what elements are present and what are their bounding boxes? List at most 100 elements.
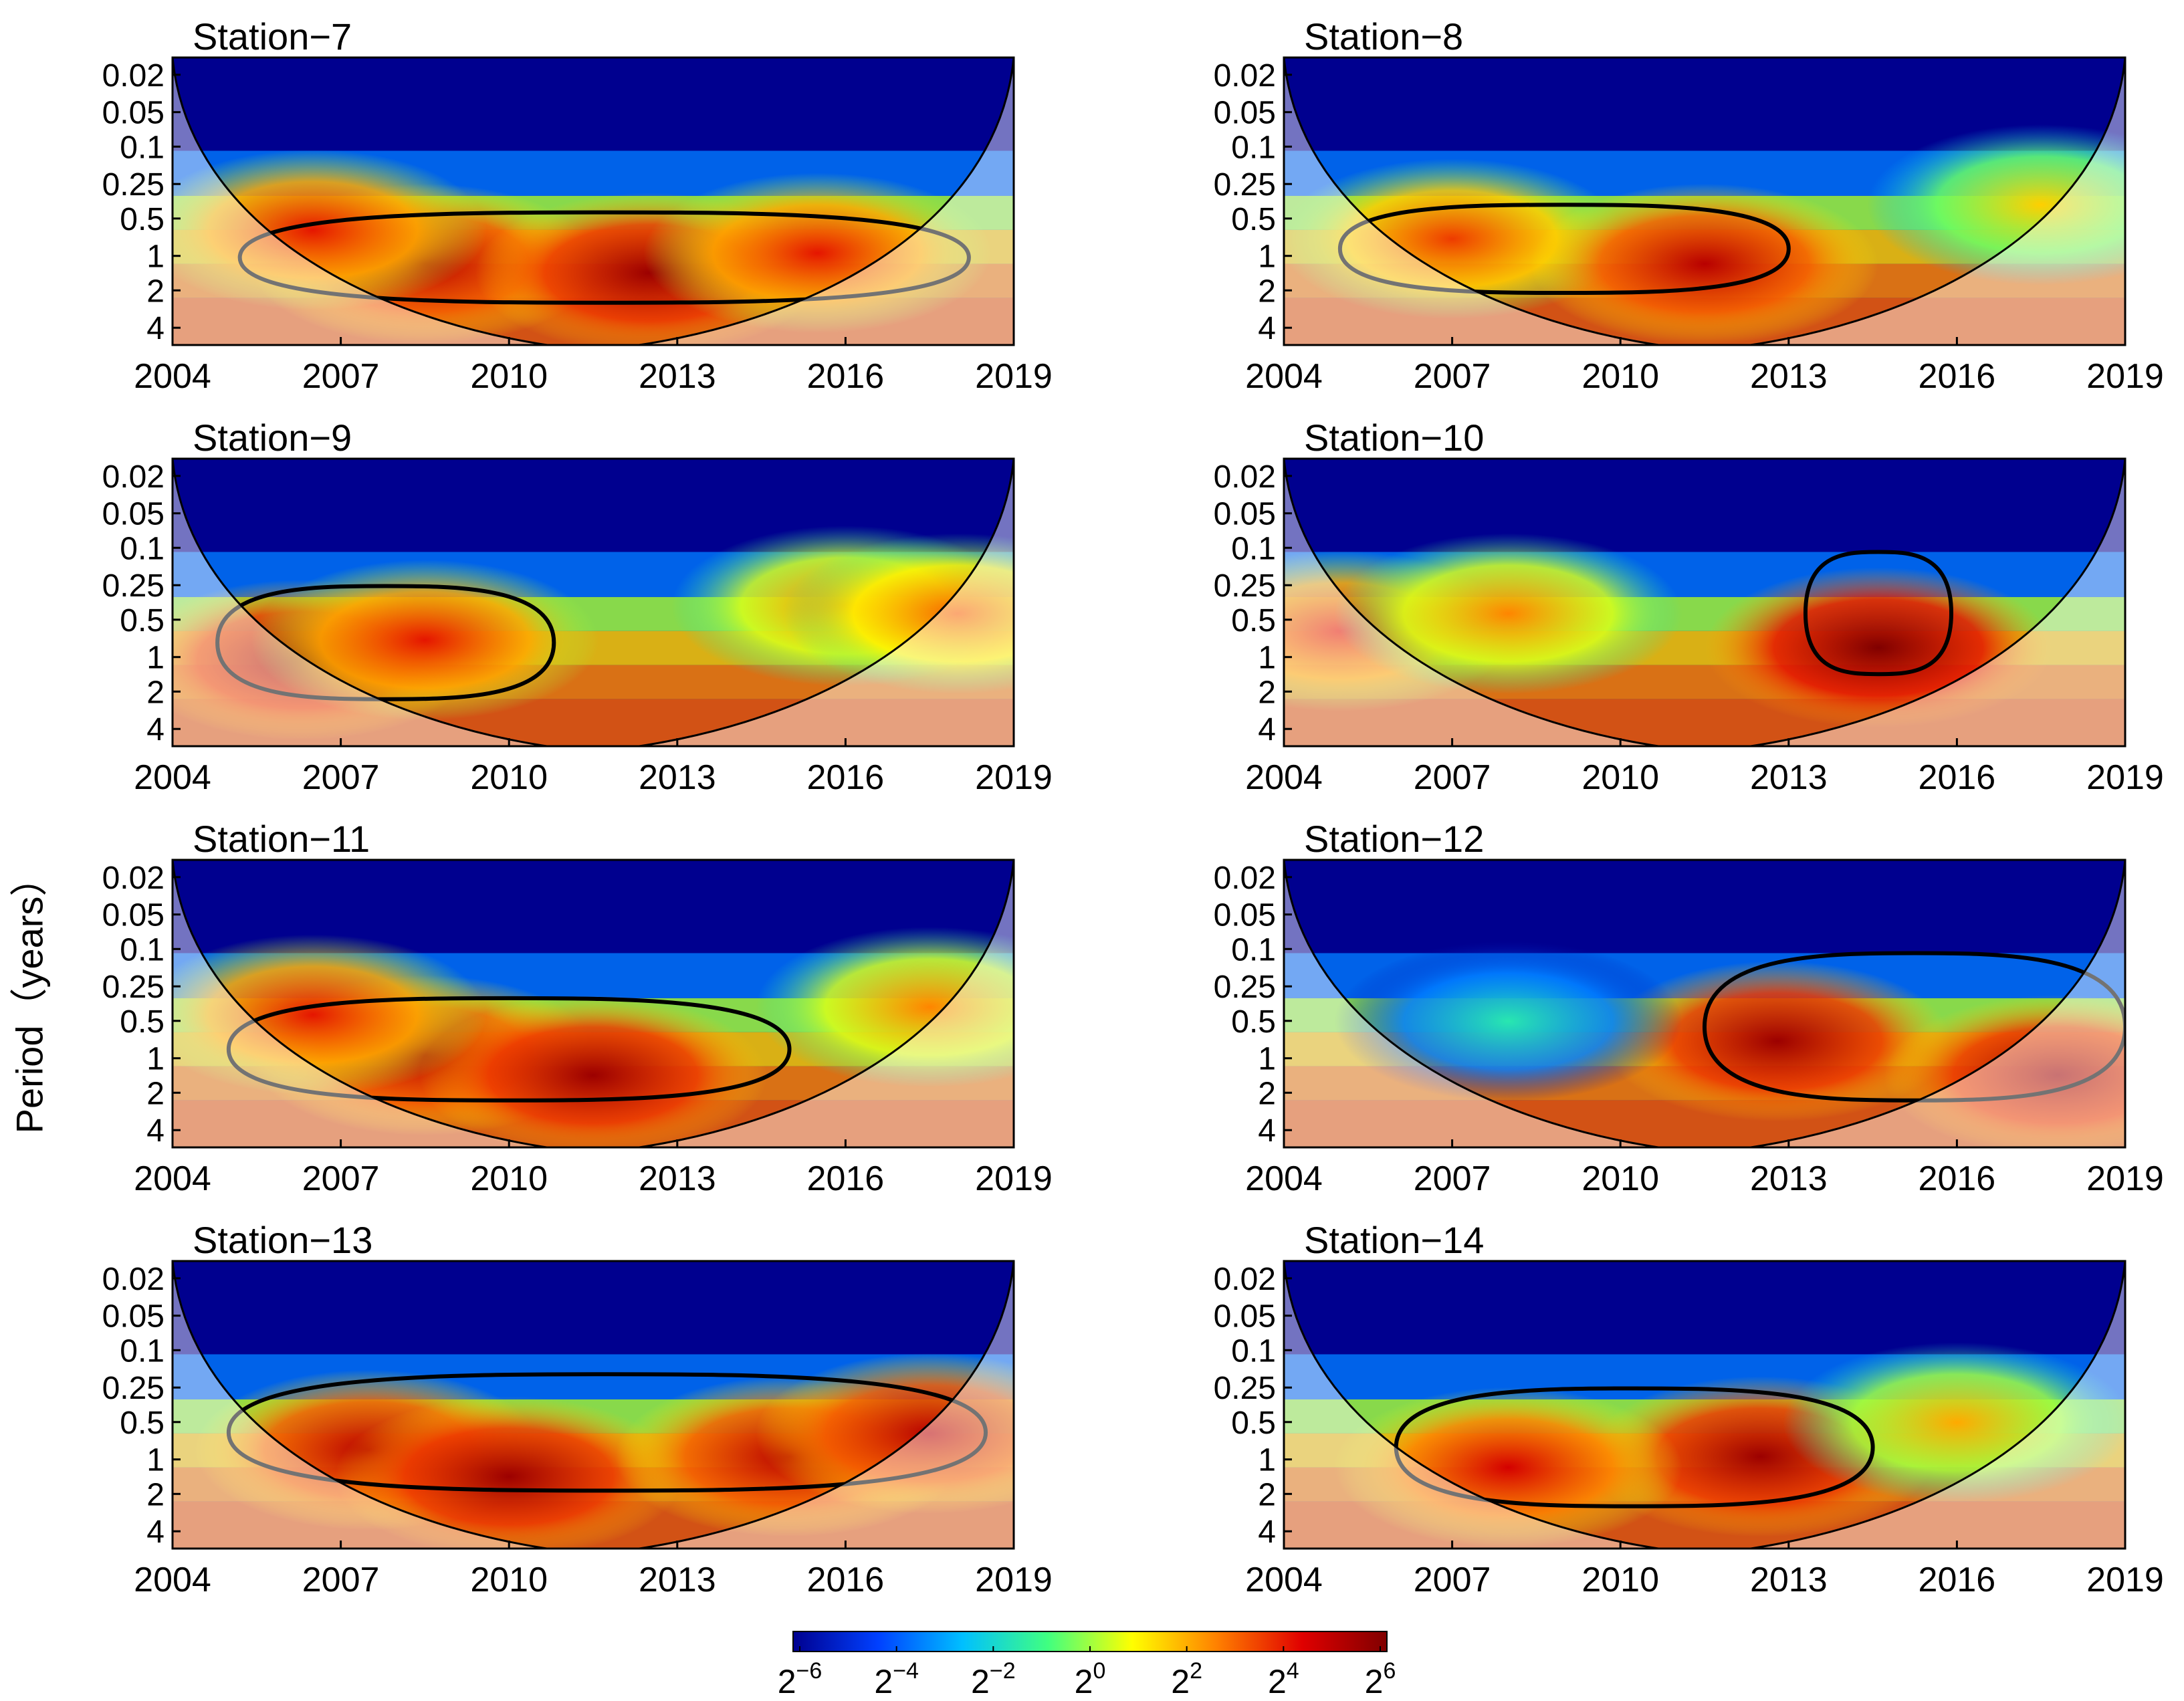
y-tick-label: 0.02 (1214, 58, 1276, 94)
power-blob (1334, 533, 1682, 694)
x-tick-label: 2019 (975, 1561, 1053, 1599)
y-tick-label: 0.5 (120, 1004, 165, 1040)
panel-title: Station−8 (1304, 15, 1463, 58)
x-tick-label: 2019 (2086, 357, 2164, 396)
power-blob (756, 927, 1014, 1088)
x-tick-label: 2007 (1414, 758, 1491, 797)
y-tick-label: 0.02 (1214, 1262, 1276, 1297)
power-blob (173, 934, 487, 1095)
panel-title: Station−13 (193, 1219, 372, 1261)
y-tick-label: 0.02 (102, 459, 165, 495)
x-tick-label: 2016 (1919, 357, 1996, 396)
cone-of-influence (173, 459, 1014, 746)
x-tick-label: 2016 (807, 357, 885, 396)
plot-frame (171, 1260, 1015, 1550)
x-tick-label: 2007 (1414, 357, 1491, 396)
y-tick-label: 1 (1258, 641, 1276, 676)
colorbar-tick-label: 24 (1268, 1658, 1299, 1700)
colorbar-tick-label: 2−4 (874, 1658, 919, 1700)
y-tick-label: 2 (1258, 675, 1276, 710)
y-tick-label: 2 (146, 1076, 165, 1111)
y-tick-label: 2 (1258, 1076, 1276, 1111)
panel-title: Station−11 (193, 818, 370, 860)
y-tick-label: 0.1 (1231, 130, 1276, 165)
cone-of-influence (173, 1261, 1014, 1549)
y-tick-label: 0.25 (1214, 1371, 1276, 1406)
x-tick-label: 2013 (639, 1561, 716, 1599)
x-tick-label: 2013 (639, 758, 716, 797)
x-tick-label: 2004 (134, 758, 211, 797)
y-tick-label: 0.02 (102, 1262, 165, 1297)
x-tick-label: 2007 (1414, 1561, 1491, 1599)
y-tick-label: 0.5 (1231, 1004, 1276, 1040)
y-axis-label: Period（years） (8, 859, 51, 1134)
y-tick-label: 0.1 (120, 932, 165, 968)
y-tick-label: 1 (146, 641, 165, 676)
cone-of-influence-shade (173, 58, 1014, 345)
y-tick-label: 0.5 (120, 202, 165, 237)
colorbar-tick-label: 22 (1171, 1658, 1202, 1700)
y-tick-label: 0.25 (102, 1371, 165, 1406)
x-tick-label: 2010 (470, 758, 548, 797)
x-tick-label: 2019 (975, 1159, 1053, 1198)
power-blob (756, 1353, 1014, 1514)
plot-frame (1283, 457, 2126, 748)
y-tick-label: 0.05 (102, 497, 165, 532)
x-tick-label: 2016 (807, 1159, 885, 1198)
x-tick-label: 2004 (134, 357, 211, 396)
cone-of-influence (1284, 1261, 2125, 1549)
y-tick-label: 4 (146, 712, 165, 748)
x-tick-label: 2010 (1581, 1159, 1659, 1198)
power-blob (1531, 183, 1878, 344)
y-tick-label: 4 (1258, 1113, 1276, 1149)
y-tick-label: 0.1 (1231, 531, 1276, 566)
x-tick-label: 2007 (302, 758, 380, 797)
y-tick-label: 0.5 (120, 603, 165, 639)
y-tick-label: 1 (146, 1042, 165, 1077)
significance-contour (237, 210, 971, 305)
y-tick-label: 0.05 (102, 1299, 165, 1335)
cone-of-influence (1284, 58, 2125, 345)
y-tick-label: 0.05 (1214, 1299, 1276, 1335)
x-tick-label: 2004 (1245, 1159, 1323, 1198)
y-tick-label: 4 (1258, 1514, 1276, 1550)
power-blob (1604, 961, 1952, 1122)
x-tick-label: 2007 (1414, 1159, 1491, 1198)
plot-frame (1283, 859, 2126, 1149)
x-tick-label: 2010 (470, 357, 548, 396)
cone-of-influence-shade (173, 1261, 1014, 1549)
cone-of-influence-shade (173, 860, 1014, 1147)
y-tick-label: 0.25 (102, 970, 165, 1005)
y-tick-label: 4 (1258, 712, 1276, 748)
y-tick-label: 0.25 (1214, 970, 1276, 1005)
power-blob (784, 533, 1014, 694)
power-blob (1334, 941, 1682, 1102)
plot-frame (171, 457, 1015, 748)
x-tick-label: 2004 (134, 1561, 211, 1599)
significance-contour (215, 584, 556, 701)
x-tick-label: 2013 (1750, 1159, 1828, 1198)
colorbar-tick-label: 20 (1075, 1658, 1106, 1700)
x-tick-label: 2007 (302, 1561, 380, 1599)
y-tick-label: 0.1 (120, 531, 165, 566)
significance-contour (1803, 550, 1954, 677)
y-tick-label: 0.02 (102, 861, 165, 896)
colorbar-tick-label: 2−2 (971, 1658, 1016, 1700)
y-tick-label: 0.05 (1214, 96, 1276, 131)
x-tick-label: 2013 (639, 1159, 716, 1198)
y-tick-label: 0.25 (102, 568, 165, 604)
x-tick-label: 2019 (2086, 1561, 2164, 1599)
y-tick-label: 0.02 (1214, 459, 1276, 495)
x-tick-label: 2019 (975, 357, 1053, 396)
x-tick-label: 2010 (1581, 1561, 1659, 1599)
x-tick-label: 2010 (1581, 357, 1659, 396)
power-blob (335, 1396, 683, 1549)
x-tick-label: 2004 (1245, 758, 1323, 797)
plot-frame (171, 56, 1015, 346)
y-tick-label: 0.05 (102, 898, 165, 933)
cone-of-influence-shade (173, 459, 1014, 746)
